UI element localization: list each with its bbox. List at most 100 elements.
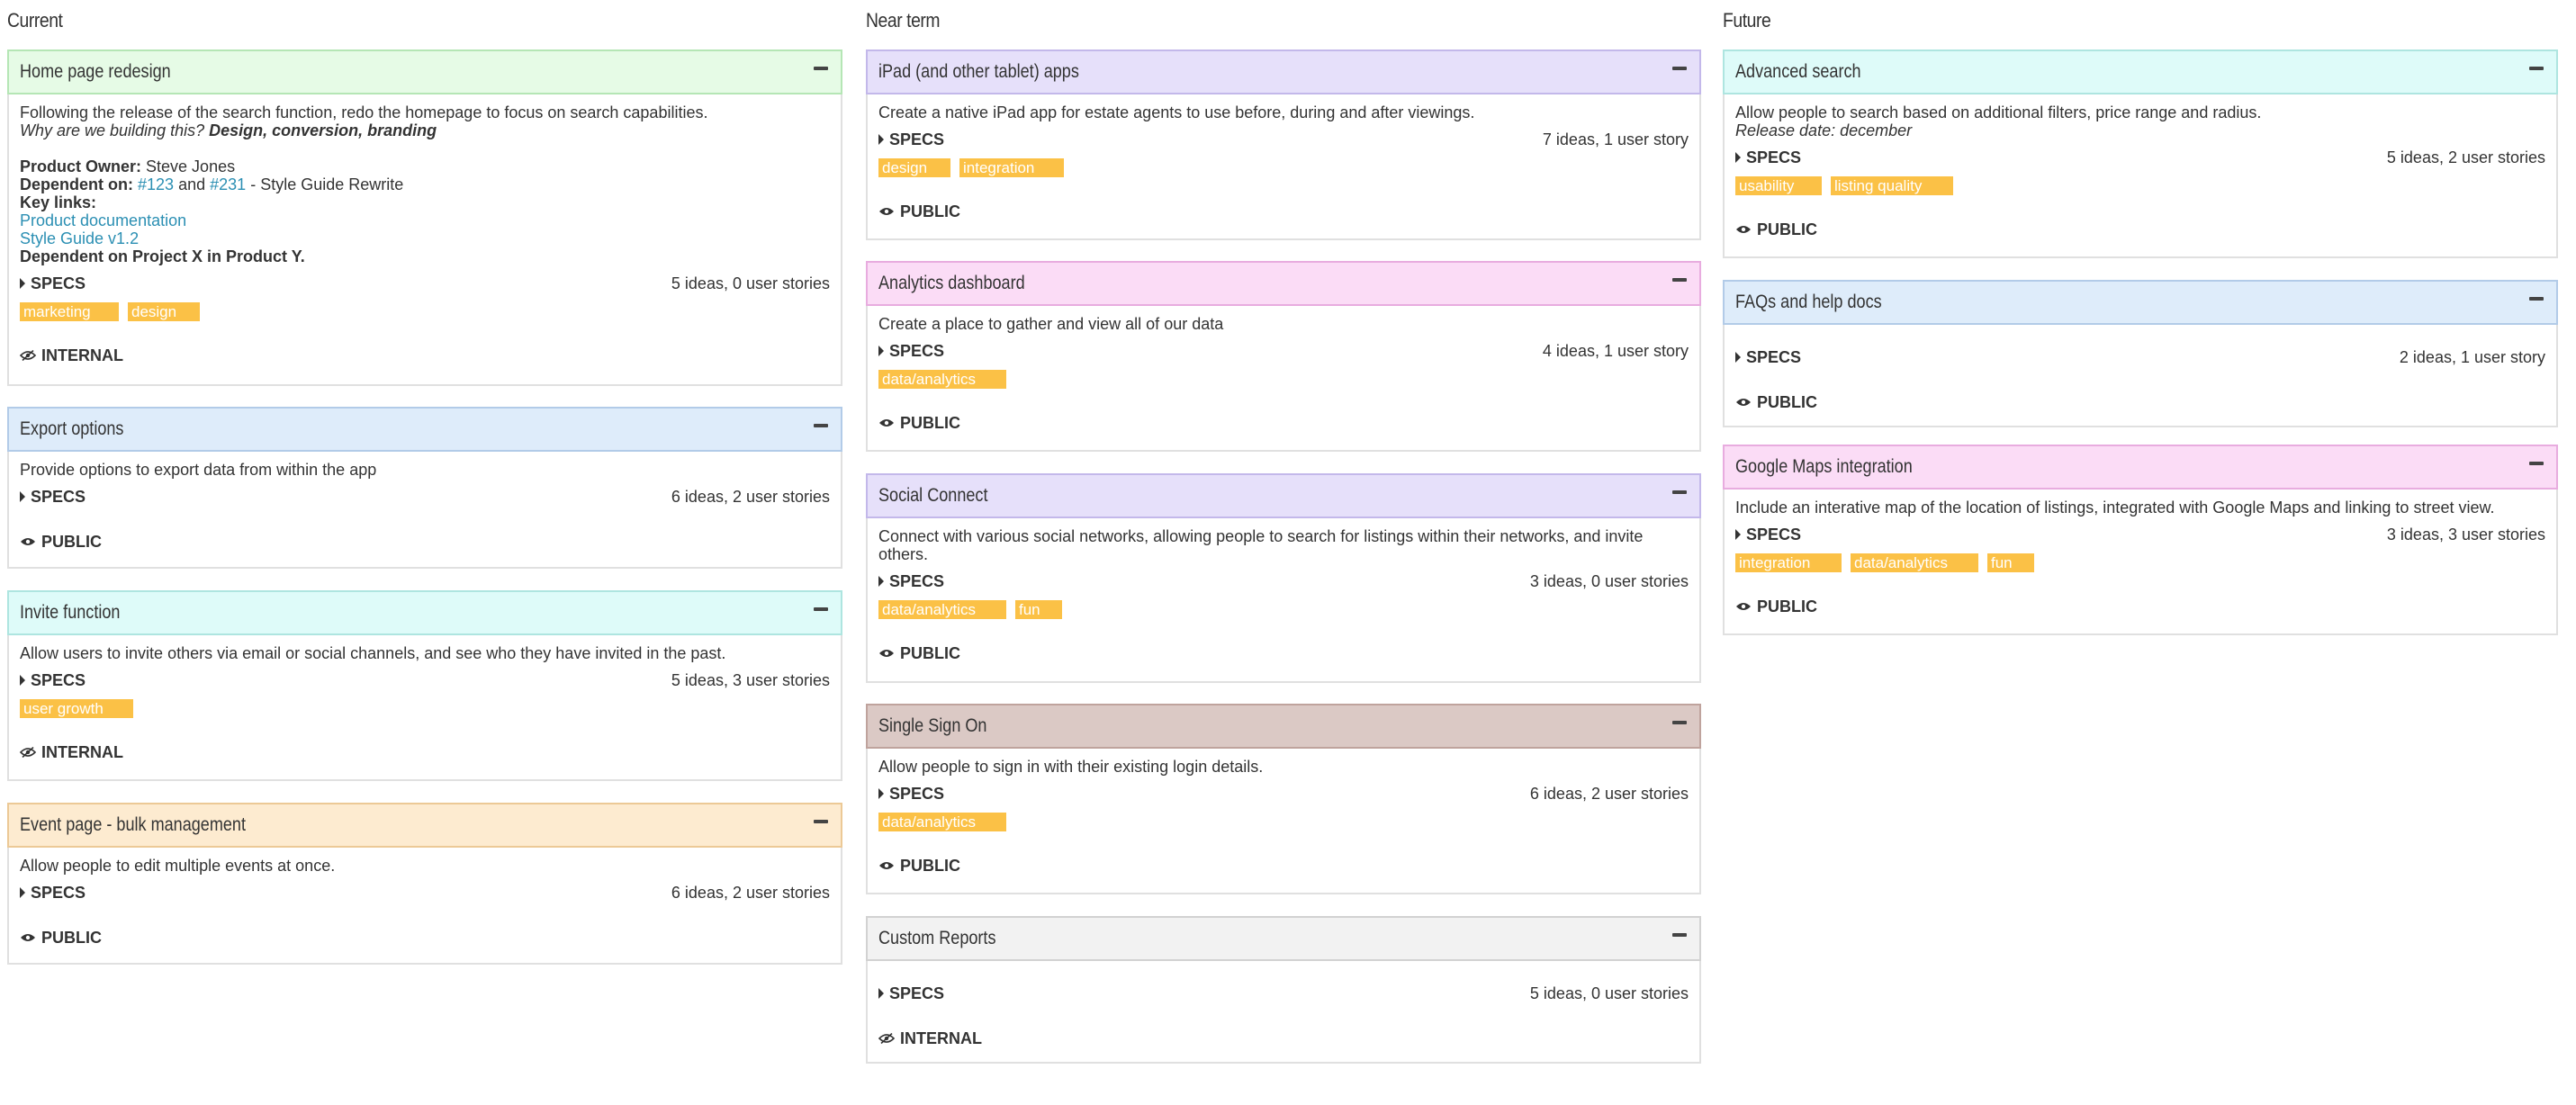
card-description: Allow people to search based on addition… [1735, 103, 2262, 121]
specs-toggle[interactable]: SPECS [20, 671, 86, 689]
collapse-icon[interactable] [2529, 462, 2544, 465]
roadmap-card-social-connect[interactable]: Social Connect Connect with various soci… [866, 473, 1701, 683]
specs-toggle[interactable]: SPECS [1735, 148, 1801, 166]
caret-right-icon [20, 491, 25, 502]
card-description: Create a place to gather and view all of… [878, 315, 1224, 333]
eye-slash-icon [20, 747, 36, 758]
collapse-icon[interactable] [1672, 490, 1687, 494]
visibility-indicator: PUBLIC [1735, 393, 2545, 411]
collapse-icon[interactable] [2529, 297, 2544, 301]
card-title[interactable]: iPad (and other tablet) apps [878, 61, 1079, 82]
tag[interactable]: listing quality [1831, 176, 1953, 195]
specs-toggle[interactable]: SPECS [878, 342, 944, 360]
dependency-and: and [178, 175, 206, 193]
tag[interactable]: design [878, 158, 950, 177]
eye-icon [1736, 399, 1751, 406]
caret-right-icon [20, 278, 25, 289]
card-description: Provide options to export data from with… [20, 461, 377, 479]
card-header: Home page redesign [7, 49, 842, 94]
style-guide-link[interactable]: Style Guide v1.2 [20, 229, 140, 247]
card-title[interactable]: Advanced search [1735, 61, 1861, 82]
specs-toggle[interactable]: SPECS [878, 984, 944, 1002]
specs-toggle[interactable]: SPECS [1735, 348, 1801, 366]
card-description: Create a native iPad app for estate agen… [878, 103, 1475, 121]
column-title: Future [1723, 9, 1771, 31]
dependent-project: Dependent on Project X in Product Y. [20, 247, 305, 265]
card-description: Allow people to edit multiple events at … [20, 857, 336, 875]
tag[interactable]: data/analytics [1851, 553, 1978, 572]
card-header: Invite function [7, 590, 842, 635]
card-description: Allow people to sign in with their exist… [878, 758, 1264, 776]
card-title[interactable]: Social Connect [878, 485, 988, 506]
specs-toggle[interactable]: SPECS [20, 488, 86, 506]
card-title[interactable]: Custom Reports [878, 928, 996, 948]
tag[interactable]: fun [1987, 553, 2034, 572]
roadmap-card-single-sign-on[interactable]: Single Sign On Allow people to sign in w… [866, 704, 1701, 894]
tag[interactable]: integration [959, 158, 1064, 177]
dependent-label: Dependent on: [20, 175, 133, 193]
specs-toggle[interactable]: SPECS [20, 274, 86, 292]
roadmap-card-event-page-bulk-management[interactable]: Event page - bulk management Allow peopl… [7, 803, 842, 965]
collapse-icon[interactable] [1672, 721, 1687, 724]
idea-counts: 5 ideas, 3 user stories [671, 671, 830, 689]
tag[interactable]: marketing [20, 302, 119, 321]
dependency-link-123[interactable]: #123 [138, 175, 175, 193]
specs-toggle[interactable]: SPECS [878, 572, 944, 590]
dependency-link-231[interactable]: #231 [210, 175, 247, 193]
roadmap-card-custom-reports[interactable]: Custom Reports SPECS 5 ideas, 0 user sto… [866, 916, 1701, 1064]
collapse-icon[interactable] [1672, 67, 1687, 70]
visibility-indicator: PUBLIC [20, 929, 830, 947]
specs-toggle[interactable]: SPECS [878, 130, 944, 148]
card-title[interactable]: FAQs and help docs [1735, 292, 1882, 312]
card-title[interactable]: Home page redesign [20, 61, 171, 82]
card-description: Allow users to invite others via email o… [20, 644, 726, 662]
specs-toggle[interactable]: SPECS [878, 785, 944, 803]
caret-right-icon [1735, 152, 1741, 163]
card-title[interactable]: Single Sign On [878, 715, 987, 736]
card-title[interactable]: Google Maps integration [1735, 456, 1913, 477]
collapse-icon[interactable] [2529, 67, 2544, 70]
owner-label: Product Owner: [20, 157, 142, 175]
tag[interactable]: usability [1735, 176, 1822, 195]
tag[interactable]: data/analytics [878, 370, 1006, 389]
product-documentation-link[interactable]: Product documentation [20, 211, 187, 229]
card-title[interactable]: Invite function [20, 602, 121, 623]
card-title[interactable]: Event page - bulk management [20, 814, 246, 835]
roadmap-card-google-maps-integration[interactable]: Google Maps integration Include an inter… [1723, 445, 2558, 635]
card-title[interactable]: Export options [20, 418, 124, 439]
roadmap-card-advanced-search[interactable]: Advanced search Allow people to search b… [1723, 49, 2558, 258]
collapse-icon[interactable] [1672, 278, 1687, 282]
release-note: Release date: december [1735, 121, 1913, 139]
roadmap-card-ipad-apps[interactable]: iPad (and other tablet) apps Create a na… [866, 49, 1701, 240]
dependency-suffix: - Style Guide Rewrite [250, 175, 404, 193]
collapse-icon[interactable] [814, 67, 828, 70]
roadmap-card-faqs-and-help-docs[interactable]: FAQs and help docs SPECS 2 ideas, 1 user… [1723, 280, 2558, 427]
tag[interactable]: user growth [20, 699, 133, 718]
card-header: Export options [7, 407, 842, 452]
specs-toggle[interactable]: SPECS [20, 884, 86, 902]
specs-toggle[interactable]: SPECS [1735, 526, 1801, 544]
caret-right-icon [20, 675, 25, 686]
eye-icon [21, 538, 35, 545]
roadmap-card-home-page-redesign[interactable]: Home page redesign Following the release… [7, 49, 842, 386]
tag[interactable]: data/analytics [878, 600, 1006, 619]
collapse-icon[interactable] [814, 607, 828, 611]
collapse-icon[interactable] [1672, 933, 1687, 937]
card-description: Following the release of the search func… [20, 103, 708, 121]
card-title[interactable]: Analytics dashboard [878, 273, 1025, 293]
tag[interactable]: fun [1015, 600, 1062, 619]
roadmap-card-analytics-dashboard[interactable]: Analytics dashboard Create a place to ga… [866, 261, 1701, 452]
tag[interactable]: design [128, 302, 200, 321]
visibility-indicator: PUBLIC [20, 533, 830, 551]
roadmap-card-export-options[interactable]: Export options Provide options to export… [7, 407, 842, 569]
roadmap-card-invite-function[interactable]: Invite function Allow users to invite ot… [7, 590, 842, 781]
collapse-icon[interactable] [814, 820, 828, 823]
idea-counts: 6 ideas, 2 user stories [671, 884, 830, 902]
visibility-indicator: INTERNAL [20, 346, 830, 364]
collapse-icon[interactable] [814, 424, 828, 427]
tag[interactable]: data/analytics [878, 813, 1006, 831]
tag[interactable]: integration [1735, 553, 1842, 572]
eye-slash-icon [878, 1033, 895, 1044]
idea-counts: 2 ideas, 1 user story [2399, 348, 2545, 366]
visibility-indicator: PUBLIC [1735, 597, 2545, 615]
